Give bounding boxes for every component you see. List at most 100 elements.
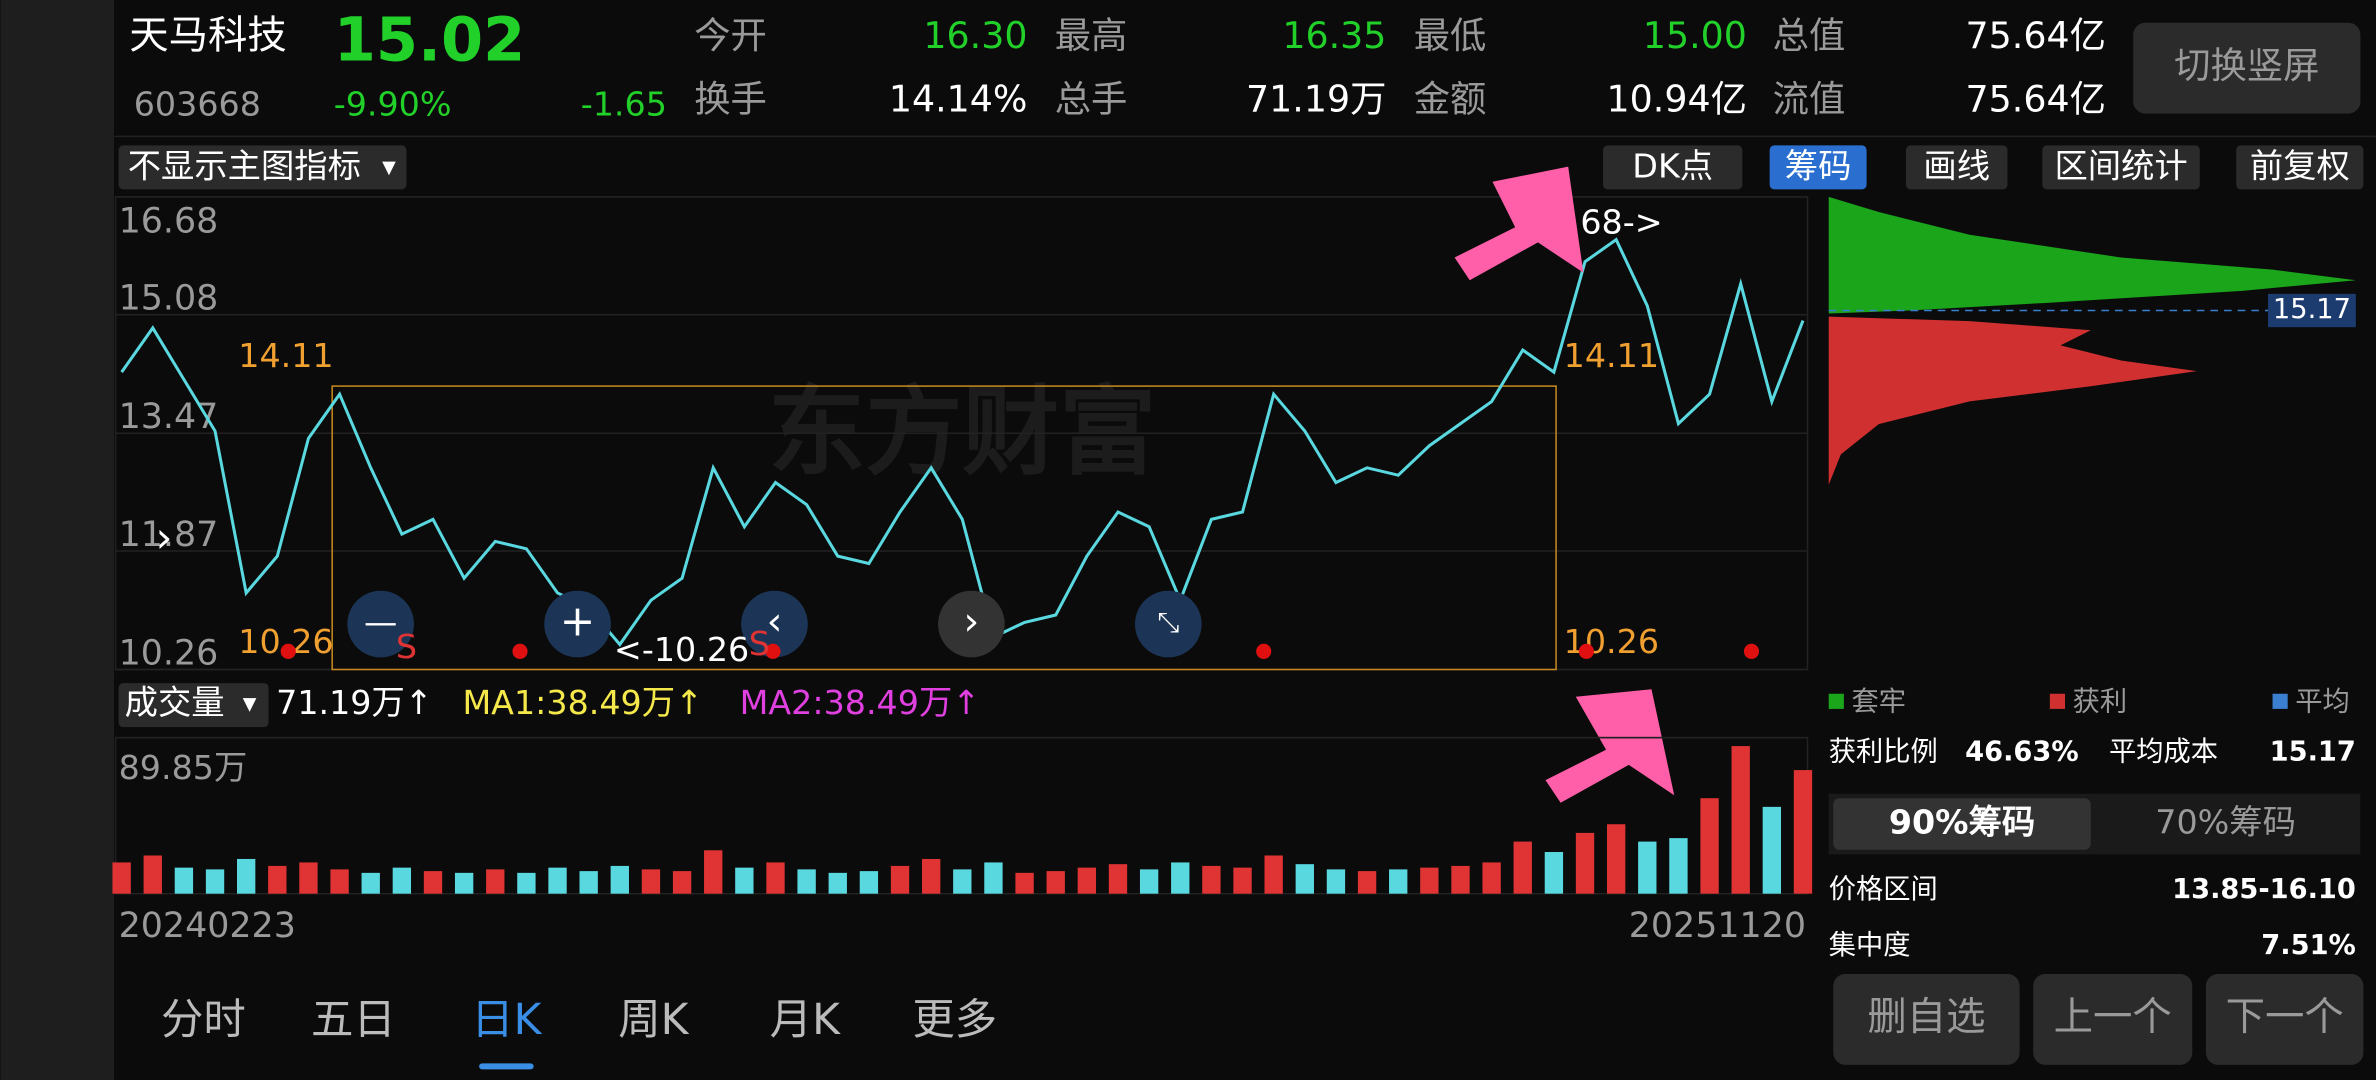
volume-bar <box>237 858 256 894</box>
period-tab[interactable]: 更多 <box>912 996 997 1045</box>
y-tick-label: 89.85万 <box>119 748 248 787</box>
volume-bar <box>1015 872 1034 894</box>
zoom-in-icon: + <box>560 598 596 647</box>
zoom-out[interactable] <box>347 590 414 658</box>
y-tick-label: 10.26 <box>119 633 219 673</box>
toolbar-button[interactable] <box>2236 145 2364 190</box>
toolbar-button[interactable] <box>1603 145 1743 190</box>
volume-bar <box>641 869 661 894</box>
y-tick-label: 11.87 <box>119 515 219 555</box>
volume-bar <box>579 871 598 894</box>
volume-bar <box>1793 770 1813 894</box>
volume-bar <box>205 869 225 894</box>
dot <box>1578 643 1594 659</box>
dropdown-icon: ▾ <box>243 688 257 719</box>
sell-marker: S <box>749 624 770 663</box>
action-button[interactable] <box>1833 973 2020 1065</box>
stat-label: 金额 <box>1414 77 1487 120</box>
range-low-label: 10.26 <box>1564 622 1659 661</box>
volume-bar <box>1139 869 1159 894</box>
expand-arrow[interactable]: › <box>156 514 173 563</box>
volume-bar <box>672 871 692 894</box>
volume-bar <box>299 862 318 894</box>
action-label: 删自选 <box>1867 994 1985 1040</box>
y-tick-label: 16.68 <box>119 202 219 242</box>
dot <box>765 643 781 659</box>
avg-cost-tag <box>2268 293 2356 328</box>
signal-dots <box>280 643 1760 659</box>
pan-right[interactable] <box>938 590 1005 658</box>
chip-tab: 90%筹码 <box>1889 803 2035 842</box>
chip-tab: 70%筹码 <box>2155 803 2296 842</box>
range-box <box>331 385 1557 671</box>
stat-value: 71.19万 <box>1246 77 1386 120</box>
stat-label: 最低 <box>1414 14 1487 57</box>
legend-label: 套牢 <box>1851 686 1906 717</box>
volume-select[interactable] <box>118 683 269 728</box>
x-tick-label: 20240223 <box>119 906 296 946</box>
volume-bar <box>1326 869 1346 894</box>
legend-label: 平均 <box>2295 686 2350 717</box>
toolbar-button[interactable] <box>1905 145 2008 190</box>
volume-bar <box>890 865 910 894</box>
dot <box>1743 643 1760 659</box>
stat-value: 16.30 <box>923 14 1027 57</box>
low-annotation: <-10.26 <box>614 630 749 669</box>
period-tab[interactable]: 月K <box>770 996 841 1045</box>
period-tab[interactable]: 周K <box>618 996 689 1045</box>
high-annotation: 68-> <box>1580 203 1662 242</box>
period-tab[interactable]: 分时 <box>161 996 246 1045</box>
y-tick-label: 13.47 <box>119 397 219 437</box>
volume-bar <box>517 872 536 894</box>
period-tab[interactable]: 五日 <box>311 996 396 1045</box>
concentration-label: 集中度 <box>1829 930 1911 961</box>
stat-value: 14.14% <box>889 77 1028 120</box>
toolbar-button[interactable] <box>1769 145 1867 190</box>
highlight-arrow <box>1424 166 1584 281</box>
stat-label: 总值 <box>1773 14 1846 57</box>
volume-bar <box>1669 838 1688 894</box>
volume-indicator: 71.19万↑ <box>276 683 433 722</box>
reset[interactable] <box>1134 590 1202 658</box>
action-button[interactable] <box>2033 973 2193 1065</box>
volume-bar <box>454 872 474 894</box>
tab-underline <box>479 1063 534 1070</box>
change: -1.65 <box>581 85 667 124</box>
code: 603668 <box>134 85 261 124</box>
volume-bar <box>423 871 443 894</box>
indicator-select[interactable] <box>118 145 407 190</box>
pan-left[interactable] <box>741 590 808 658</box>
toolbar-label: 画线 <box>1923 147 1990 186</box>
volume-bar <box>392 867 412 894</box>
orientation-button[interactable] <box>2133 22 2361 114</box>
period-tab[interactable]: 日K <box>471 996 542 1045</box>
x-tick-label: 20251120 <box>1629 906 1806 946</box>
volume-bar <box>984 862 1003 894</box>
action-label: 下一个 <box>2226 994 2344 1040</box>
volume-bar <box>610 865 629 894</box>
chip-tab-active[interactable] <box>1833 798 2091 850</box>
stat-value: 75.64亿 <box>1966 77 2106 120</box>
profit-ratio: 46.63% <box>1965 736 2079 767</box>
toolbar-button[interactable] <box>2042 145 2200 190</box>
legend-swatch <box>2272 693 2288 709</box>
orientation-label: 切换竖屏 <box>2174 44 2319 87</box>
volume-bar <box>1108 864 1128 894</box>
volume-bar <box>1638 841 1657 894</box>
dropdown-icon: ▾ <box>382 152 396 183</box>
dot <box>512 643 528 659</box>
volume-bar <box>143 855 162 894</box>
volume-bar <box>1202 865 1221 894</box>
ma2-indicator: MA2:38.49万↑ <box>740 683 981 722</box>
toolbar-label: 筹码 <box>1785 147 1852 186</box>
volume-bar <box>548 867 567 894</box>
volume-bar <box>1420 867 1439 894</box>
volume-bar <box>921 858 941 894</box>
zoom-in[interactable] <box>544 590 611 658</box>
action-button[interactable] <box>2205 973 2364 1065</box>
change-pct: -9.90% <box>334 85 452 124</box>
pan-right-icon: › <box>964 599 980 645</box>
stat-label: 换手 <box>694 77 767 120</box>
